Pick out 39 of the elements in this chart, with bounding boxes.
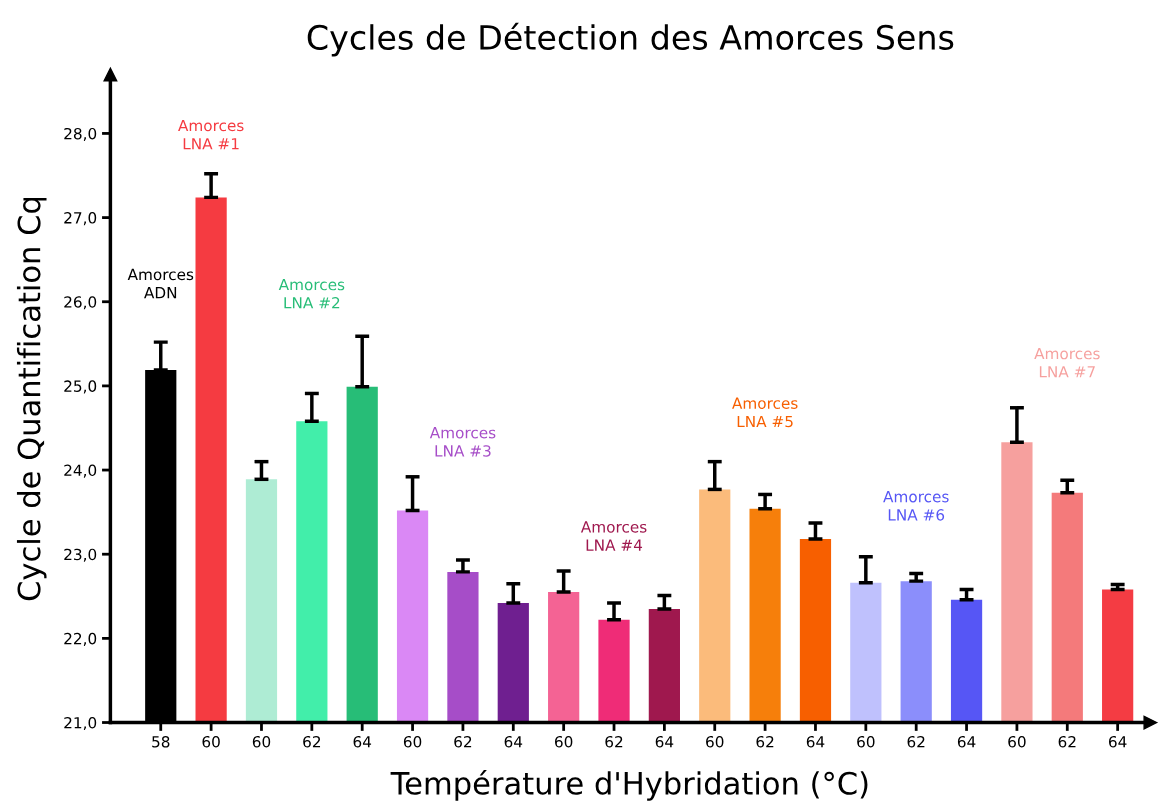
x-tick-label: 62 [1058,735,1076,748]
annotation: Amorces LNA #2 [278,278,345,309]
x-tick-label: 58 [152,735,170,748]
annotation: Amorces LNA #4 [580,521,647,551]
x-tick-label: 62 [605,735,623,748]
x-tick-label: 62 [454,735,472,748]
annotation: Amorces LNA #5 [732,397,798,428]
x-tick-label: 60 [555,735,573,748]
x-axis-title: Température d'Hybridation (°C) [390,769,868,801]
x-tick-label: 64 [806,735,825,748]
y-tick-label: 21,0 [64,716,97,731]
x-tick-label: 60 [857,735,875,748]
x-tick-label: 60 [202,735,220,748]
chart-title: Cycles de Détection des Amorces Sens [307,22,954,57]
annotation: Amorces LNA #3 [429,427,496,457]
y-tick-label: 25,0 [64,380,97,394]
x-tick-label: 62 [303,735,321,748]
x-tick-label: 62 [756,735,774,748]
y-tick-label: 22,0 [64,632,97,646]
x-tick-label: 62 [907,735,925,748]
y-tick-label: 28,0 [64,127,97,142]
x-tick-label: 64 [1108,735,1127,748]
x-tick-label: 64 [655,735,674,748]
y-axis-title: Cycle de Quantification Cq [16,197,47,601]
x-tick-label: 60 [706,735,724,748]
annotation: Amorces LNA #1 [178,119,244,150]
y-tick-label: 24,0 [64,464,97,478]
x-tick-label: 64 [353,735,372,748]
annotation: Amorces LNA #7 [1034,347,1100,378]
x-tick-label: 60 [403,735,422,748]
annotation: Amorces ADN [127,268,194,299]
x-tick-label: 64 [957,735,976,748]
y-tick-label: 26,0 [64,296,97,310]
x-tick-label: 60 [252,735,271,748]
y-tick-label: 27,0 [64,212,97,226]
y-tick-label: 23,0 [64,548,97,562]
x-tick-label: 60 [1008,735,1026,748]
x-tick-label: 64 [504,735,523,748]
annotation: Amorces LNA #6 [883,491,949,521]
